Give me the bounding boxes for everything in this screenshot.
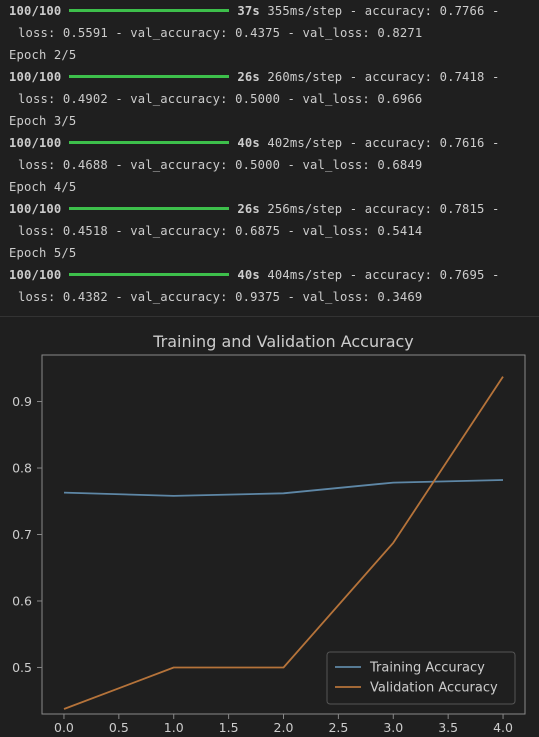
metrics-text: 355ms/step - accuracy: 0.7766 - xyxy=(259,4,500,18)
progress-line: 100/100 37s 355ms/step - accuracy: 0.7766… xyxy=(9,0,539,22)
step-count: 100/100 xyxy=(9,4,62,18)
progress-line: 100/100 26s 260ms/step - accuracy: 0.7418… xyxy=(9,66,539,88)
metrics-line: loss: 0.5591 - val_accuracy: 0.4375 - va… xyxy=(18,26,423,40)
epoch-time: 40s xyxy=(237,268,260,282)
x-tick-label: 2.5 xyxy=(328,720,348,735)
progress-bar xyxy=(69,75,230,78)
progress-line: 100/100 26s 256ms/step - accuracy: 0.7815… xyxy=(9,198,539,220)
epoch-time: 26s xyxy=(237,70,260,84)
metrics-text: 404ms/step - accuracy: 0.7695 - xyxy=(259,268,500,282)
x-tick-label: 3.0 xyxy=(383,720,403,735)
series-line-validation-accuracy xyxy=(63,376,504,710)
epoch-header: Epoch 5/5 xyxy=(9,246,77,260)
y-tick-label: 0.6 xyxy=(12,593,32,608)
progress-bar xyxy=(69,273,230,276)
x-tick-label: 0.0 xyxy=(54,720,74,735)
accuracy-plot: Training and Validation Accuracy 0.0 0.5 1.… xyxy=(0,317,539,737)
legend-box xyxy=(326,651,516,705)
progress-line: 100/100 40s 404ms/step - accuracy: 0.7695… xyxy=(9,264,539,286)
training-log-output: 100/100 37s 355ms/step - accuracy: 0.7766… xyxy=(0,0,539,316)
progress-line: 100/100 40s 402ms/step - accuracy: 0.7616… xyxy=(9,132,539,154)
step-count: 100/100 xyxy=(9,136,62,150)
progress-bar xyxy=(69,9,230,12)
x-tick-label: 1.5 xyxy=(219,720,239,735)
step-count: 100/100 xyxy=(9,202,62,216)
x-tick-label: 0.5 xyxy=(109,720,129,735)
metrics-line: loss: 0.4382 - val_accuracy: 0.9375 - va… xyxy=(18,290,423,304)
y-tick-label: 0.9 xyxy=(12,394,32,409)
metrics-text: 402ms/step - accuracy: 0.7616 - xyxy=(259,136,500,150)
legend-label: Validation Accuracy xyxy=(370,681,498,696)
metrics-line: loss: 0.4518 - val_accuracy: 0.6875 - va… xyxy=(18,224,423,238)
progress-bar xyxy=(69,207,230,210)
metrics-text: 260ms/step - accuracy: 0.7418 - xyxy=(259,70,500,84)
series-line-training-accuracy xyxy=(63,479,504,497)
epoch-header: Epoch 2/5 xyxy=(9,48,77,62)
progress-bar xyxy=(69,141,230,144)
legend-label: Training Accuracy xyxy=(369,661,485,676)
epoch-header: Epoch 4/5 xyxy=(9,180,77,194)
x-tick-label: 1.0 xyxy=(164,720,184,735)
metrics-line: loss: 0.4902 - val_accuracy: 0.5000 - va… xyxy=(18,92,423,106)
step-count: 100/100 xyxy=(9,268,62,282)
epoch-time: 40s xyxy=(237,136,260,150)
y-tick-label: 0.8 xyxy=(12,461,32,476)
y-tick-label: 0.7 xyxy=(12,527,32,542)
y-tick-label: 0.5 xyxy=(12,660,32,675)
metrics-text: 256ms/step - accuracy: 0.7815 - xyxy=(259,202,500,216)
epoch-time: 26s xyxy=(237,202,260,216)
metrics-line: loss: 0.4688 - val_accuracy: 0.5000 - va… xyxy=(18,158,423,172)
x-tick-label: 4.0 xyxy=(493,720,513,735)
epoch-time: 37s xyxy=(237,4,260,18)
x-tick-label: 3.5 xyxy=(438,720,458,735)
step-count: 100/100 xyxy=(9,70,62,84)
x-tick-label: 2.0 xyxy=(274,720,294,735)
output-divider xyxy=(0,316,539,317)
accuracy-chart-svg: Training and Validation Accuracy 0.0 0.5 1.… xyxy=(12,332,526,735)
chart-title: Training and Validation Accuracy xyxy=(152,332,414,351)
epoch-header: Epoch 3/5 xyxy=(9,114,77,128)
